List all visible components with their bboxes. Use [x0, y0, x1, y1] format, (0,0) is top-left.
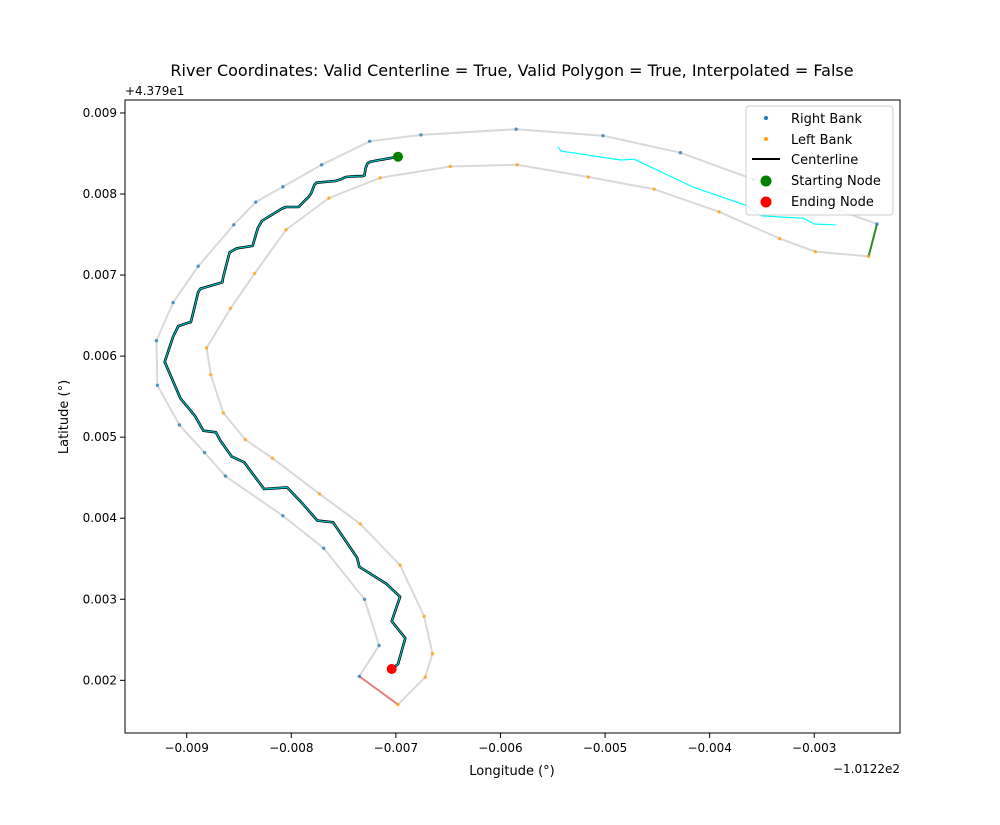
right-bank-point-10: [232, 223, 236, 227]
right-bank-point-18: [281, 514, 285, 518]
right-bank-point-19: [322, 546, 326, 550]
right-bank-point-7: [319, 163, 324, 167]
left-bank-point-23: [423, 675, 427, 679]
legend-label-ending-node: Ending Node: [791, 195, 874, 210]
y-axis-label: Latitude (°): [57, 380, 72, 454]
legend: Right Bank Left Bank Centerline Starting…: [745, 105, 894, 216]
centerline: [164, 156, 406, 670]
right-bank-point-15: [177, 423, 182, 427]
right-bank-point-17: [223, 474, 228, 478]
legend-marker-left-bank: [764, 137, 768, 141]
right-bank-point-2: [678, 151, 683, 155]
auxiliary-line: [557, 146, 836, 226]
right-bank-point-6: [368, 139, 372, 143]
legend-marker-right-bank: [764, 116, 768, 120]
legend-label-left-bank: Left Bank: [791, 133, 853, 148]
legend-marker-starting-node: [760, 175, 772, 187]
right-bank-point-4: [514, 127, 518, 131]
y-tick-label-2: 0.004: [83, 511, 117, 525]
legend-label-right-bank: Right Bank: [791, 112, 862, 127]
left-bank-point-14: [209, 373, 213, 377]
x-tick-label-1: −0.008: [269, 741, 313, 755]
right-bank-point-14: [155, 383, 160, 387]
legend-label-centerline: Centerline: [791, 153, 858, 168]
right-bank-point-9: [254, 200, 258, 204]
left-bank-point-17: [270, 456, 275, 460]
left-bank-point-15: [221, 411, 225, 415]
right-bank-point-11: [196, 264, 200, 268]
x-axis-label: Longitude (°): [469, 764, 554, 779]
x-offset-label: −1.0122e2: [833, 762, 900, 776]
left-bank-point-19: [358, 522, 362, 526]
plot-area: [154, 127, 879, 707]
right-bank-point-5: [419, 133, 423, 137]
right-bank-point-0: [875, 222, 879, 226]
left-bank-point-21: [422, 614, 426, 618]
starting-node: [393, 151, 403, 162]
y-tick-label-5: 0.007: [83, 268, 117, 282]
axis-ticks: −0.009 −0.008 −0.007 −0.006 −0.005 −0.004 −0.0…: [83, 106, 837, 755]
left-bank-point-1: [813, 249, 817, 254]
outlet-edge: [358, 675, 399, 706]
right-bank-point-3: [601, 134, 605, 138]
left-bank-point-10: [284, 228, 288, 232]
right-bank-point-21: [377, 643, 381, 648]
y-offset-label: +4.379e1: [125, 84, 184, 98]
right-bank-point-13: [154, 339, 159, 343]
y-tick-label-6: 0.008: [83, 187, 117, 201]
y-tick-label-7: 0.009: [83, 106, 117, 120]
right-bank-point-12: [171, 300, 175, 305]
ending-node: [386, 664, 397, 674]
x-tick-label-0: −0.009: [164, 741, 208, 755]
left-bank-point-4: [652, 187, 656, 191]
legend-marker-ending-node: [760, 196, 772, 208]
right-bank-point-22: [357, 674, 361, 678]
left-bank-point-2: [778, 236, 782, 241]
plot-frame: [124, 99, 901, 734]
y-tick-label-0: 0.002: [83, 673, 117, 687]
left-bank-point-5: [586, 175, 590, 179]
left-bank-point-16: [243, 437, 247, 442]
left-bank-point-13: [204, 346, 209, 350]
x-tick-label-5: −0.004: [687, 741, 731, 755]
y-tick-label-4: 0.006: [83, 349, 117, 363]
left-bank-point-3: [717, 210, 721, 214]
legend-box: [745, 105, 894, 216]
left-bank-point-18: [317, 492, 322, 496]
right-bank-point-8: [281, 185, 285, 189]
left-bank-point-24: [396, 702, 400, 707]
left-bank-point-0: [866, 254, 871, 259]
chart-title: River Coordinates: Valid Centerline = Tr…: [170, 61, 853, 80]
x-tick-label-2: −0.007: [374, 741, 418, 755]
y-tick-label-1: 0.003: [83, 592, 117, 606]
legend-label-starting-node: Starting Node: [791, 174, 881, 189]
left-bank-point-8: [378, 176, 382, 180]
inlet-edge: [867, 223, 878, 257]
right-bank-point-20: [362, 597, 367, 601]
x-tick-label-3: −0.006: [478, 741, 522, 755]
left-bank-point-7: [448, 164, 452, 169]
x-tick-label-6: −0.003: [792, 741, 836, 755]
left-bank-point-9: [327, 196, 331, 200]
x-tick-label-4: −0.005: [583, 741, 627, 755]
left-bank-point-12: [228, 306, 233, 310]
right-bank-point-16: [202, 450, 207, 455]
left-bank-point-11: [253, 271, 257, 276]
y-tick-label-3: 0.005: [83, 430, 117, 444]
left-bank-point-6: [515, 163, 519, 167]
left-bank-point-20: [398, 563, 402, 567]
left-bank-point-22: [430, 651, 435, 656]
